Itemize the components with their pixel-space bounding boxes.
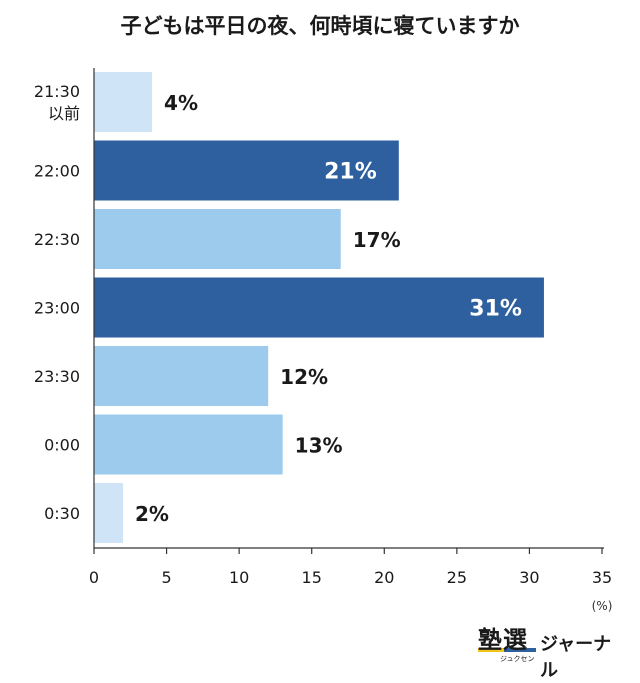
x-tick-label: 30	[519, 568, 539, 587]
x-tick-label: 5	[161, 568, 171, 587]
logo-reading-text: ジュクセン	[500, 655, 535, 663]
category-label: 0:00	[44, 436, 80, 455]
bar	[94, 414, 283, 475]
brand-logo: 塾選 ジャーナル ジュクセン	[478, 620, 628, 681]
category-label: 23:00	[34, 299, 80, 318]
data-label: 2%	[135, 502, 169, 526]
data-label: 4%	[164, 91, 198, 115]
data-label: 17%	[353, 228, 401, 252]
logo-accent-bar-blue	[504, 648, 536, 652]
x-tick-label: 0	[89, 568, 99, 587]
category-label: 21:30	[34, 82, 80, 101]
category-label: 22:30	[34, 230, 80, 249]
bar	[94, 209, 341, 269]
x-axis-unit: (%)	[592, 599, 613, 613]
category-label: 以前	[48, 104, 80, 123]
category-label: 23:30	[34, 367, 80, 386]
data-label: 13%	[295, 434, 343, 458]
category-label: 22:00	[34, 162, 80, 181]
data-label: 31%	[469, 297, 522, 322]
data-label: 12%	[280, 365, 328, 389]
x-tick-label: 35	[592, 568, 612, 587]
x-tick-label: 25	[447, 568, 467, 587]
bar	[94, 483, 124, 543]
logo-main-text: 塾選	[478, 626, 528, 654]
bar	[94, 346, 269, 406]
bar	[94, 72, 153, 132]
chart-title: 子どもは平日の夜、何時頃に寝ていますか	[120, 14, 520, 38]
x-tick-label: 20	[374, 568, 394, 587]
data-label: 21%	[324, 160, 377, 185]
x-tick-label: 15	[302, 568, 322, 587]
bar	[94, 277, 544, 338]
logo-sub-text: ジャーナル	[540, 634, 612, 681]
bar	[94, 140, 399, 201]
category-label: 0:30	[44, 504, 80, 523]
x-tick-label: 10	[229, 568, 249, 587]
